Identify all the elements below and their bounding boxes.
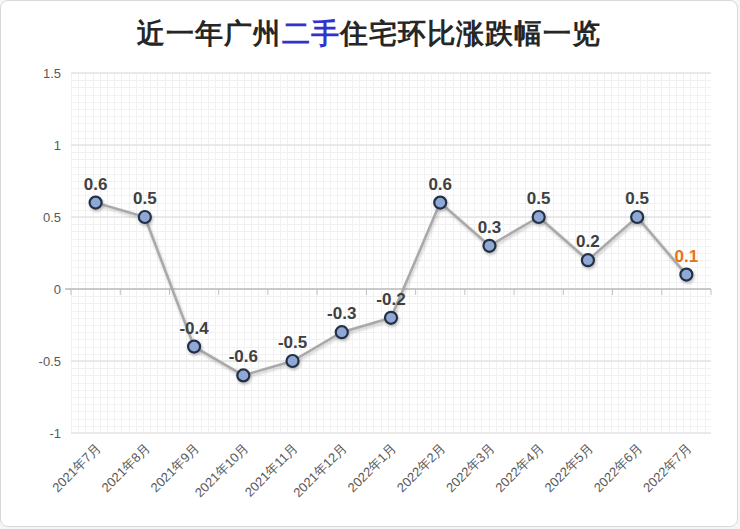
data-point-marker bbox=[385, 312, 397, 324]
data-label: -0.2 bbox=[376, 290, 405, 309]
data-point-marker bbox=[336, 326, 348, 338]
data-point-marker bbox=[90, 197, 102, 209]
data-label: -0.6 bbox=[229, 347, 258, 366]
data-point-marker bbox=[582, 254, 594, 266]
data-label: 0.2 bbox=[576, 232, 600, 251]
data-point-marker bbox=[139, 211, 151, 223]
x-axis-label: 2022年3月 bbox=[443, 441, 498, 496]
data-point-marker bbox=[237, 369, 249, 381]
chart-card: 近一年广州二手住宅环比涨跌幅一览 1.510.50-0.5-12021年7月20… bbox=[0, 0, 738, 527]
chart-canvas: 1.510.50-0.5-12021年7月2021年8月2021年9月2021年… bbox=[1, 1, 738, 527]
data-point-marker bbox=[287, 355, 299, 367]
x-axis-label: 2022年7月 bbox=[640, 441, 695, 496]
x-axis-label: 2022年6月 bbox=[591, 441, 646, 496]
data-point-marker bbox=[680, 269, 692, 281]
y-axis-label: 0.5 bbox=[43, 210, 61, 225]
y-axis-label: 0 bbox=[54, 282, 61, 297]
y-axis-label: 1.5 bbox=[43, 66, 61, 81]
y-axis-label: 1 bbox=[54, 138, 61, 153]
x-axis-label: 2022年4月 bbox=[492, 441, 547, 496]
x-axis-label: 2021年12月 bbox=[290, 441, 350, 501]
data-point-marker bbox=[483, 240, 495, 252]
data-label: 0.3 bbox=[478, 218, 502, 237]
data-label: -0.3 bbox=[327, 304, 356, 323]
data-point-marker bbox=[434, 197, 446, 209]
data-point-marker bbox=[631, 211, 643, 223]
x-axis-label: 2022年5月 bbox=[541, 441, 596, 496]
x-axis-label: 2022年2月 bbox=[394, 441, 449, 496]
x-axis-label: 2021年10月 bbox=[192, 441, 252, 501]
y-axis-label: -0.5 bbox=[39, 354, 61, 369]
data-label: -0.5 bbox=[278, 333, 307, 352]
data-label: -0.4 bbox=[179, 319, 209, 338]
y-axis-label: -1 bbox=[49, 426, 61, 441]
x-axis-label: 2021年8月 bbox=[98, 441, 153, 496]
data-point-marker bbox=[533, 211, 545, 223]
x-axis-label: 2021年7月 bbox=[49, 441, 104, 496]
x-axis-label: 2022年1月 bbox=[345, 441, 400, 496]
data-label: 0.5 bbox=[625, 189, 649, 208]
data-label: 0.1 bbox=[675, 247, 699, 266]
data-label: 0.5 bbox=[133, 189, 157, 208]
data-label: 0.6 bbox=[84, 175, 108, 194]
data-point-marker bbox=[188, 341, 200, 353]
data-label: 0.6 bbox=[428, 175, 452, 194]
data-label: 0.5 bbox=[527, 189, 551, 208]
